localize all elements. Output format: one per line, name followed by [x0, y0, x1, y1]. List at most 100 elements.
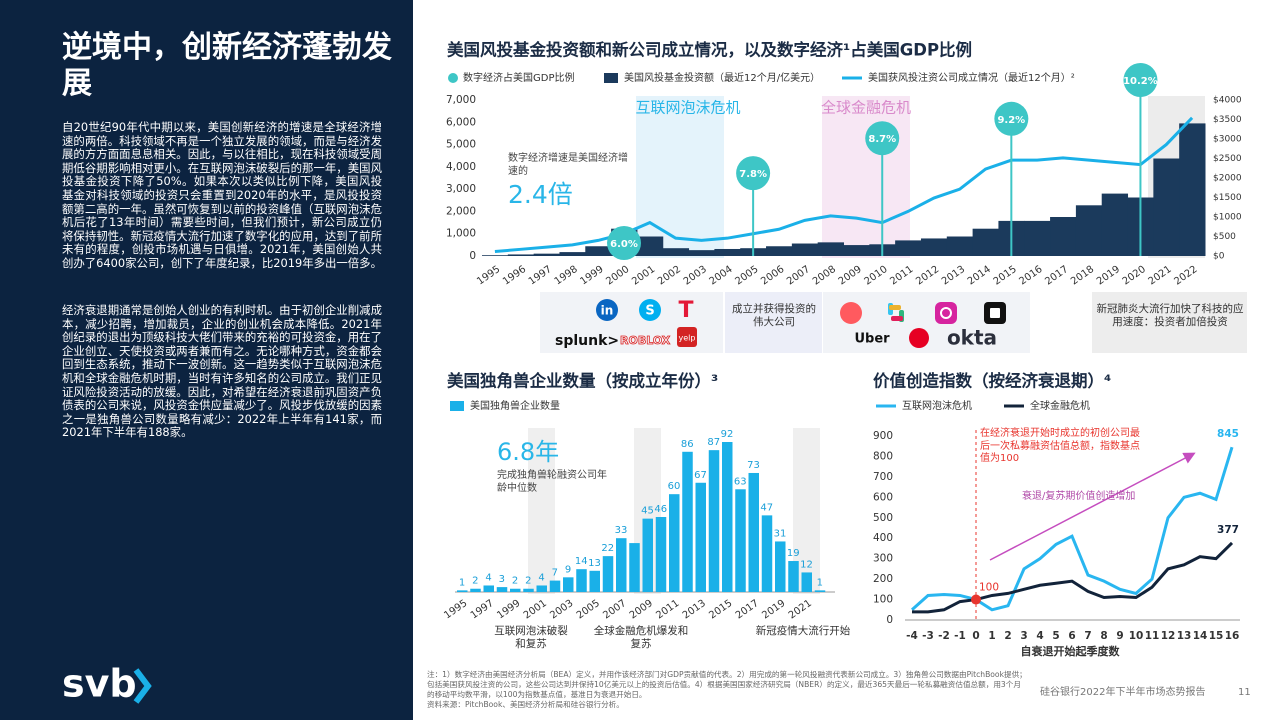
bar — [507, 254, 535, 256]
x-tick-label: 2005 — [575, 598, 602, 622]
skype-icon: S — [645, 304, 654, 319]
data-label: 4 — [538, 572, 544, 583]
data-label: 87 — [707, 437, 720, 448]
y-tick-label: 5,000 — [446, 139, 476, 151]
data-label: 60 — [668, 481, 681, 492]
bar — [791, 243, 819, 256]
caption: 成立并获得投资的伟大公司 — [732, 303, 816, 328]
bar — [563, 577, 574, 592]
bubble — [994, 101, 1029, 136]
bubble — [1123, 63, 1158, 97]
data-label: 13 — [588, 558, 601, 569]
x-tick-label: 16 — [1225, 630, 1240, 642]
tesla-icon: T — [678, 298, 693, 323]
era-label: 互联网泡沫破裂和复苏 — [494, 625, 568, 650]
y-tick-label: 1,000 — [446, 228, 476, 240]
y-tick-label: 2,000 — [446, 205, 476, 217]
bar — [1153, 158, 1180, 256]
highlight: 6.8年 — [497, 438, 559, 466]
data-label: 63 — [734, 476, 747, 487]
x-tick-label: 1996 — [501, 264, 528, 288]
bubble — [736, 156, 771, 191]
source: 资料来源：PitchBook、美国经济分析局和硅谷银行分析。 — [427, 700, 624, 709]
bar — [585, 246, 612, 256]
bar — [946, 236, 974, 256]
x-tick-label: 2015 — [992, 264, 1019, 288]
bar — [708, 450, 720, 592]
bar — [662, 248, 690, 256]
annotation: 完成独角兽轮融资公司年龄中位数 — [497, 470, 607, 494]
era-label: 全球金融危机爆发和复苏 — [593, 625, 689, 650]
data-label: 1 — [459, 577, 465, 588]
x-tick-label: 2022 — [1172, 264, 1199, 288]
x-tick-label: 2017 — [734, 598, 761, 622]
x-tick-label: 1995 — [442, 598, 469, 622]
bar — [843, 245, 870, 256]
data-label: 12 — [800, 559, 813, 570]
bar — [714, 248, 741, 256]
x-tick-label: 2019 — [760, 598, 787, 622]
y-tick-label: 7,000 — [446, 94, 476, 106]
data-label: 14 — [575, 556, 588, 567]
bar — [688, 250, 715, 256]
bar — [695, 482, 706, 592]
roblox-logo: ROBLOX — [620, 334, 671, 347]
chart-title: 美国独角兽企业数量（按成立年份）³ — [447, 371, 718, 391]
skype-icon — [639, 299, 661, 321]
data-label: 46 — [654, 504, 667, 515]
data-label: 67 — [694, 470, 707, 481]
x-tick-label: 14 — [1193, 630, 1208, 642]
trend-arrow — [989, 452, 1196, 561]
crisis-label: 互联网泡沫危机 — [635, 99, 740, 117]
x-tick-label: 2003 — [548, 598, 575, 622]
x-tick-label: 2012 — [914, 264, 941, 288]
bar — [761, 515, 773, 592]
footnotes: 注：1）数字经济由美国经济分析局（BEA）定义，并用作该经济部门对GDP贡献值的… — [427, 670, 1027, 710]
legend-label: 美国获风投注资公司成立情况（最近12个月）² — [868, 71, 1075, 84]
x-tick-label: 7 — [1084, 630, 1091, 642]
legend-label: 全球金融危机 — [1030, 399, 1090, 412]
square-icon — [990, 308, 1000, 318]
sidebar: 逆境中，创新经济蓬勃发展 自20世纪90年代中期以来，美国创新经济的增速是全球经… — [0, 0, 413, 720]
data-label: 100 — [979, 582, 999, 594]
bar — [576, 569, 587, 592]
crisis-region — [528, 428, 555, 594]
x-tick-label: -1 — [954, 630, 966, 642]
x-tick-label: 2015 — [707, 598, 734, 622]
report-name: 硅谷银行2022年下半年市场态势报告 — [1040, 685, 1205, 698]
uber-logo: Uber — [854, 332, 890, 347]
x-tick-label: 11 — [1145, 630, 1160, 642]
y2-tick-label: $3500 — [1213, 115, 1242, 125]
x-tick-label: 2017 — [1043, 264, 1070, 288]
y-tick-label: 300 — [873, 553, 893, 565]
y2-tick-label: $3000 — [1213, 135, 1242, 145]
x-tick-label: 2009 — [837, 264, 864, 288]
x-tick-label: 2020 — [1121, 264, 1148, 288]
bar — [496, 587, 508, 592]
notes: 注：1）数字经济由美国经济分析局（BEA）定义，并用作该经济部门对GDP贡献值的… — [427, 670, 1027, 699]
x-tick-label: 1999 — [578, 264, 605, 288]
x-tick-label: 3 — [1020, 630, 1027, 642]
y2-tick-label: $500 — [1213, 232, 1236, 242]
bar — [722, 442, 733, 592]
bar — [602, 556, 614, 592]
bubble — [607, 226, 642, 260]
x-tick-label: 2004 — [708, 264, 735, 288]
page-title: 逆境中，创新经济蓬勃发展 — [62, 30, 392, 101]
paragraph: 自20世纪90年代中期以来，美国创新经济的增速是全球经济增速的两倍。科技领域不再… — [62, 120, 382, 270]
instagram-icon — [935, 302, 957, 324]
data-label: 19 — [787, 548, 800, 559]
y2-tick-label: $2000 — [1213, 174, 1242, 184]
y-tick-label: 700 — [873, 471, 893, 483]
x-tick-label: 1995 — [475, 264, 502, 288]
data-label: 2 — [472, 576, 478, 587]
data-label: 73 — [747, 460, 760, 471]
x-tick-label: 2002 — [656, 264, 683, 288]
bar — [533, 253, 560, 256]
logo-chevron — [133, 668, 152, 704]
data-label: 7 — [552, 568, 558, 579]
y2-tick-label: $4000 — [1213, 96, 1242, 106]
x-tick-label: 6 — [1068, 630, 1075, 642]
